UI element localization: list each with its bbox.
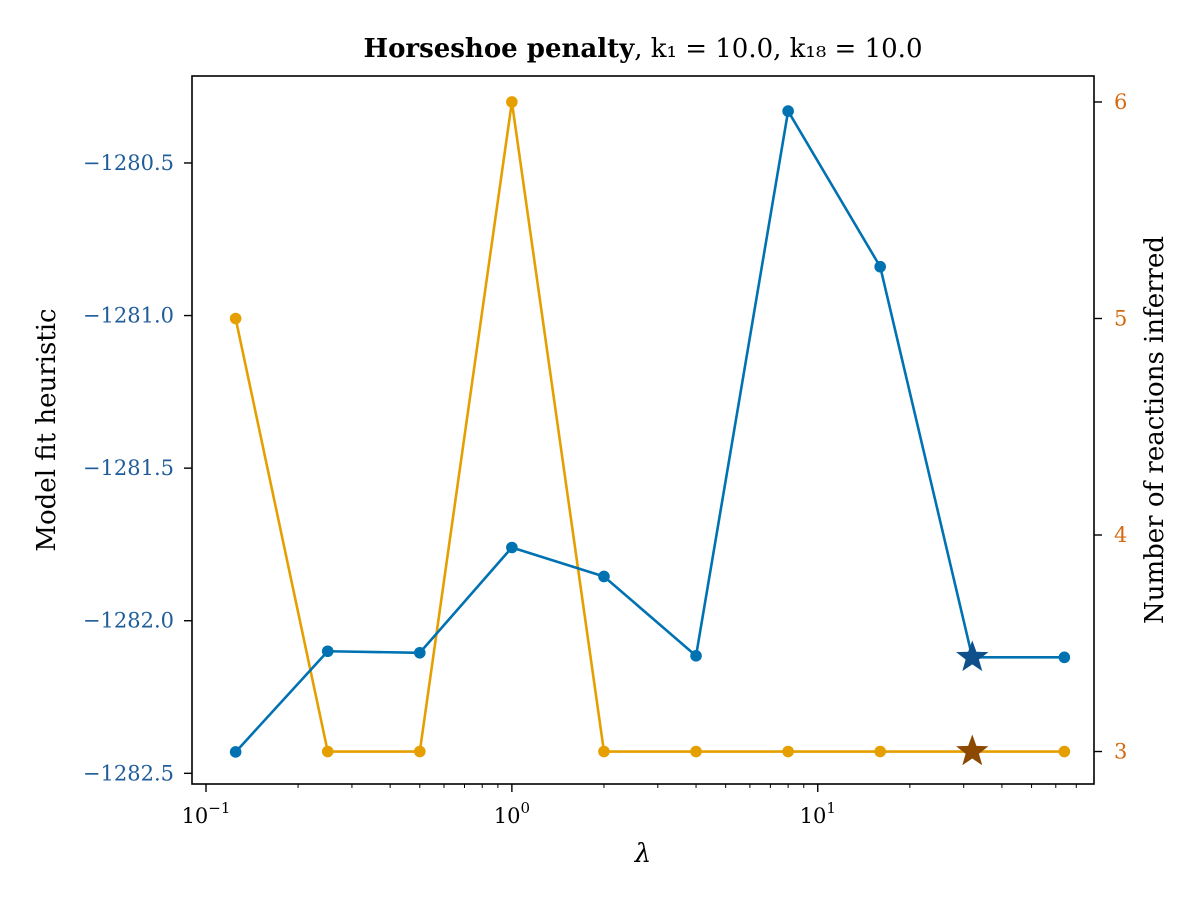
series-left-point-9 [1058, 651, 1071, 664]
series-right-point-3 [506, 96, 518, 108]
right-tick-label-0: 3 [1114, 740, 1127, 764]
x-tick-label-2: 101 [800, 799, 836, 828]
series-right-point-7 [874, 745, 886, 758]
right-tick-label-3: 6 [1114, 90, 1127, 114]
series-right-point-6 [782, 745, 794, 758]
series-right-point-1 [321, 745, 334, 758]
series-right-line [234, 100, 1065, 753]
series-right-point-5 [690, 745, 702, 758]
series-left-point-3 [506, 541, 518, 554]
series-left-point-6 [782, 105, 794, 117]
series-left-point-1 [321, 645, 334, 658]
series-left-point-4 [598, 570, 610, 583]
series-left-point-2 [413, 646, 426, 659]
series-right-point-2 [413, 745, 426, 758]
plot-frame [191, 75, 1095, 785]
series-right-point-4 [598, 745, 610, 758]
series-right-point-9 [1058, 745, 1071, 758]
chart-title-bold: Horseshoe penalty [364, 34, 636, 64]
x-tick-label-0: 10−1 [182, 799, 231, 828]
x-tick-label-1: 100 [494, 799, 530, 828]
x-axis-label: λ [634, 839, 651, 869]
series-right-best-star [956, 734, 989, 766]
left-tick-label-3: −1282.0 [83, 609, 174, 633]
series-right-point-0 [229, 312, 242, 325]
right-axis-label: Number of reactions inferred [1140, 236, 1170, 624]
chart-title-rest: , k₁ = 10.0, k₁₈ = 10.0 [634, 34, 922, 64]
left-tick-label-2: −1281.5 [83, 456, 174, 480]
left-axis-label: Model fit heuristic [32, 308, 62, 551]
right-tick-label-2: 5 [1114, 306, 1127, 330]
left-tick-label-0: −1280.5 [83, 151, 174, 175]
right-tick-label-1: 4 [1114, 523, 1127, 547]
left-tick-label-1: −1281.0 [83, 304, 174, 328]
series-left-best-star [956, 640, 989, 672]
series-left-point-0 [229, 746, 242, 758]
left-tick-label-4: −1282.5 [83, 761, 174, 785]
series-left-line [234, 109, 1065, 753]
series-left-point-7 [874, 260, 886, 273]
chart-title: Horseshoe penalty, k₁ = 10.0, k₁₈ = 10.0 [364, 34, 923, 64]
series-left-point-5 [690, 650, 702, 662]
